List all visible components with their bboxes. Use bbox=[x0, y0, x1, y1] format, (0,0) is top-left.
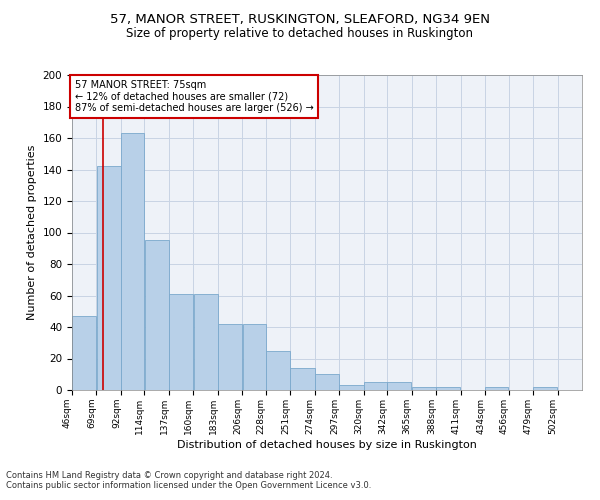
Bar bbox=[485, 387, 508, 390]
Bar bbox=[97, 166, 121, 390]
Bar bbox=[364, 382, 387, 390]
Text: Size of property relative to detached houses in Ruskington: Size of property relative to detached ho… bbox=[127, 28, 473, 40]
Bar bbox=[436, 387, 460, 390]
Bar bbox=[72, 316, 97, 390]
Bar bbox=[412, 387, 436, 390]
Bar bbox=[340, 386, 364, 390]
Text: Contains public sector information licensed under the Open Government Licence v3: Contains public sector information licen… bbox=[6, 480, 371, 490]
Bar bbox=[145, 240, 169, 390]
Bar bbox=[290, 368, 314, 390]
Y-axis label: Number of detached properties: Number of detached properties bbox=[27, 145, 37, 320]
Bar bbox=[121, 134, 144, 390]
Bar bbox=[242, 324, 266, 390]
Text: 57 MANOR STREET: 75sqm
← 12% of detached houses are smaller (72)
87% of semi-det: 57 MANOR STREET: 75sqm ← 12% of detached… bbox=[74, 80, 313, 113]
Bar bbox=[266, 350, 290, 390]
X-axis label: Distribution of detached houses by size in Ruskington: Distribution of detached houses by size … bbox=[177, 440, 477, 450]
Bar bbox=[169, 294, 193, 390]
Bar bbox=[388, 382, 412, 390]
Bar bbox=[533, 387, 557, 390]
Text: 57, MANOR STREET, RUSKINGTON, SLEAFORD, NG34 9EN: 57, MANOR STREET, RUSKINGTON, SLEAFORD, … bbox=[110, 12, 490, 26]
Bar bbox=[218, 324, 242, 390]
Bar bbox=[194, 294, 218, 390]
Text: Contains HM Land Registry data © Crown copyright and database right 2024.: Contains HM Land Registry data © Crown c… bbox=[6, 470, 332, 480]
Bar bbox=[315, 374, 339, 390]
